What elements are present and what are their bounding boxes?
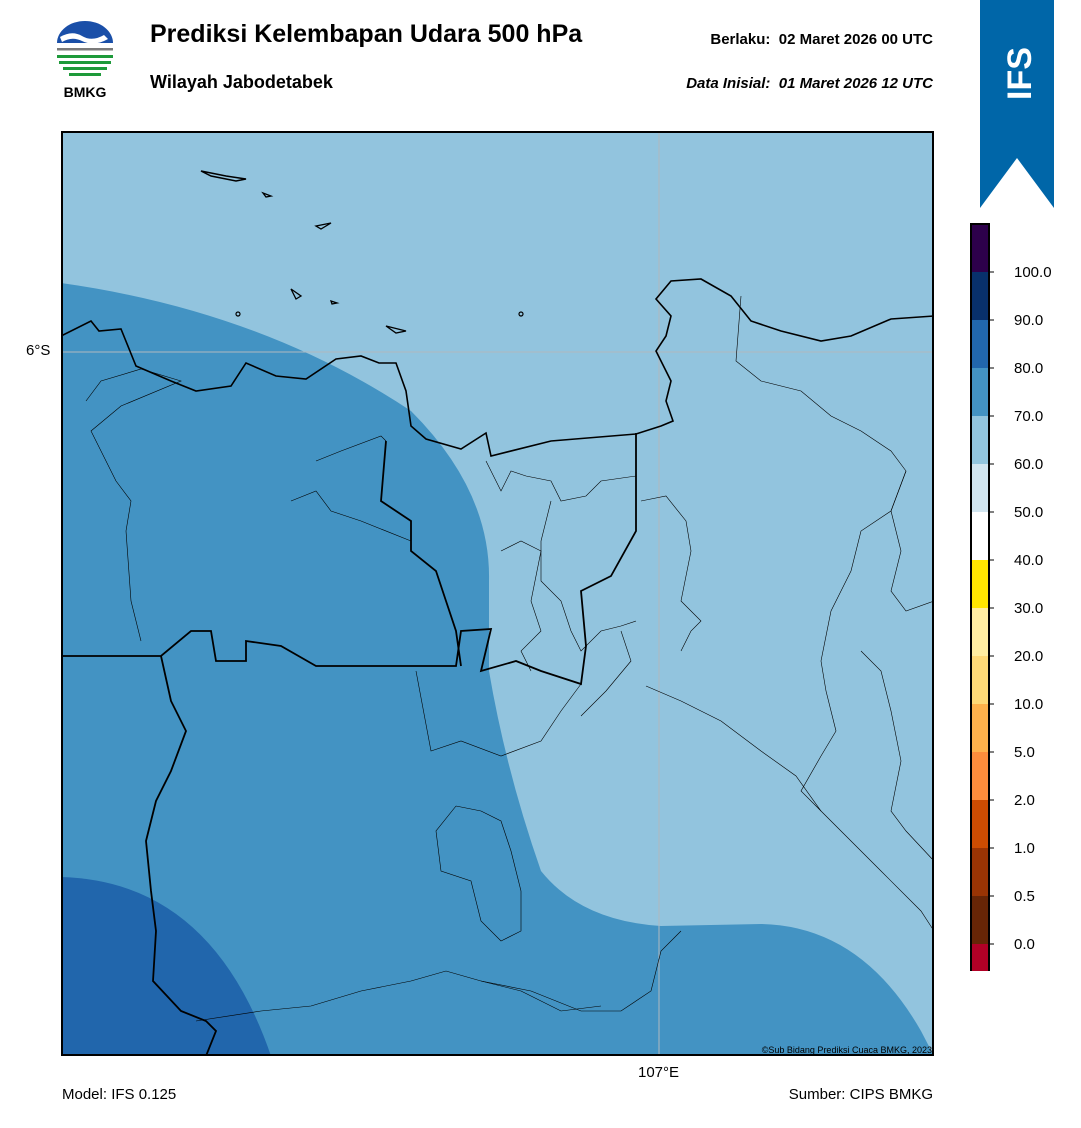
island — [235, 311, 241, 317]
colorbar-tick-label: 20.0 — [1014, 648, 1043, 665]
bmkg-logo-icon: BMKG — [57, 21, 113, 100]
colorbar-tick-label: 2.0 — [1014, 792, 1035, 809]
colorbar-tick-label: 0.5 — [1014, 888, 1035, 905]
colorbar-segment — [971, 704, 989, 752]
island — [329, 299, 340, 305]
colorbar-tick-label: 50.0 — [1014, 504, 1043, 521]
colorbar-segment — [971, 368, 989, 416]
colorbar-tick-label: 100.0 — [1014, 264, 1052, 281]
model-badge: IFS — [980, 0, 1054, 210]
colorbar-tick-label: 70.0 — [1014, 408, 1043, 425]
colorbar-segment — [971, 752, 989, 800]
map-canvas: ©Sub Bidang Prediksi Cuaca BMKG, 2023 — [61, 131, 934, 1056]
valid-value: 02 Maret 2026 00 UTC — [778, 31, 933, 48]
model-badge-text: IFS — [1001, 47, 1039, 100]
colorbar-segment — [971, 656, 989, 704]
logo-text: BMKG — [64, 84, 107, 100]
colorbar-segment — [971, 896, 989, 944]
colorbar-canvas: 100.0 90.0 80.0 70.0 60.0 50.0 40.0 30.0 20.0 10.… — [970, 223, 1052, 1041]
page-title: Prediksi Kelembapan Udara 500 hPa — [150, 20, 583, 48]
colorbar: 100.0 90.0 80.0 70.0 60.0 50.0 40.0 30.0 20.0 10.… — [966, 221, 1076, 1041]
init-label: Data Inisial: — [686, 75, 771, 92]
island — [290, 288, 303, 300]
colorbar-tick-label: 60.0 — [1014, 456, 1043, 473]
colorbar-segment — [971, 224, 989, 272]
bmkg-logo: BMKG — [52, 20, 118, 102]
map-frame — [61, 131, 934, 1056]
lon-tick-label: 107°E — [638, 1064, 680, 1081]
island — [314, 222, 332, 230]
page-subtitle: Wilayah Jabodetabek — [150, 72, 333, 92]
colorbar-segment — [971, 272, 989, 320]
island — [261, 191, 274, 198]
coastline — [61, 278, 934, 457]
valid-label: Berlaku: — [710, 31, 771, 48]
ribbon-icon: IFS — [980, 0, 1054, 208]
colorbar-tick-label: 10.0 — [1014, 696, 1043, 713]
colorbar-segment — [971, 416, 989, 464]
colorbar-segment — [971, 464, 989, 512]
island — [385, 325, 407, 334]
colorbar-segment — [971, 800, 989, 848]
colorbar-tick-label: 80.0 — [1014, 360, 1043, 377]
zone-70-80 — [61, 283, 934, 1056]
source-label: Sumber: CIPS BMKG — [788, 1086, 933, 1103]
lat-tick-label: 6°S — [26, 342, 51, 359]
colorbar-segment — [971, 512, 989, 560]
colorbar-segment — [971, 560, 989, 608]
colorbar-tick-label: 40.0 — [1014, 552, 1043, 569]
model-label: Model: IFS 0.125 — [62, 1086, 177, 1103]
zone-80-90 — [61, 877, 271, 1056]
colorbar-segment — [971, 320, 989, 368]
init-time: Data Inisial: 01 Maret 2026 12 UTC — [686, 75, 933, 92]
colorbar-tick-label: 0.0 — [1014, 936, 1035, 953]
island — [200, 170, 247, 182]
regency-boundaries — [85, 295, 934, 1022]
colorbar-tick-label: 1.0 — [1014, 840, 1035, 857]
province-boundary — [380, 440, 462, 667]
init-value: 01 Maret 2026 12 UTC — [778, 75, 933, 92]
province-boundary — [61, 433, 637, 686]
island — [518, 311, 524, 317]
colorbar-segment — [971, 608, 989, 656]
humidity-map: ©Sub Bidang Prediksi Cuaca BMKG, 2023 — [61, 131, 934, 1056]
map-copyright: ©Sub Bidang Prediksi Cuaca BMKG, 2023 — [762, 1045, 932, 1055]
colorbar-segment — [971, 944, 989, 992]
valid-time: Berlaku: 02 Maret 2026 00 UTC — [710, 31, 933, 48]
province-boundary — [145, 655, 218, 1056]
colorbar-tick-label: 5.0 — [1014, 744, 1035, 761]
colorbar-tick-label: 30.0 — [1014, 600, 1043, 617]
colorbar-segment — [971, 848, 989, 896]
colorbar-tick-label: 90.0 — [1014, 312, 1043, 329]
